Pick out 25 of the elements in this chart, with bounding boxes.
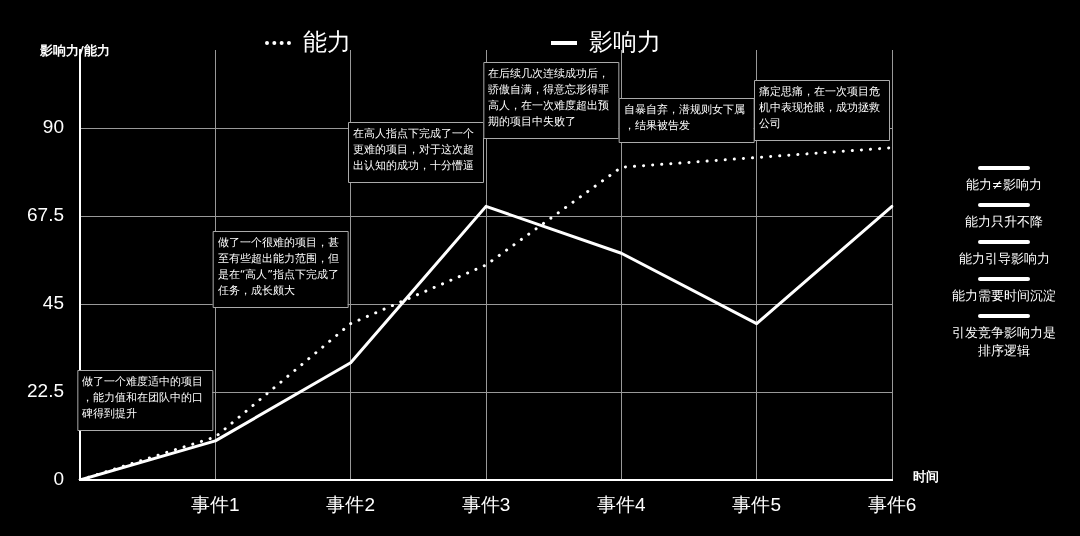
x-tick-label: 事件4 <box>597 493 647 515</box>
x-tick-label: 事件5 <box>732 493 781 515</box>
text: 能力只升不降 <box>964 213 1044 231</box>
x-tick-label: 事件2 <box>326 493 375 515</box>
x-tick-label: 事件1 <box>191 493 240 515</box>
text: 能力引导影响力 <box>957 250 1051 268</box>
text: 能力需要时间沉淀 <box>951 287 1057 305</box>
x-tick-label: 事件6 <box>867 493 917 515</box>
text: 能力≠影响力 <box>965 176 1043 194</box>
x-tick-label: 事件3 <box>461 493 511 515</box>
y-tick-label: 67.5 <box>27 204 64 226</box>
y-tick-label: 0 <box>53 468 64 490</box>
y-tick-label: 90 <box>42 116 64 138</box>
y-tick-label: 22.5 <box>27 380 64 402</box>
annotation: 在后续几次连续成功后，骄傲自满，得意忘形得罪高人，在一次难度超出预期的项目中失败了 <box>488 67 610 129</box>
legend-label: 能力 <box>302 27 351 58</box>
annotation: 自暴自弃，潜规则女下属，结果被告发 <box>623 103 745 133</box>
annotation: 在高人指点下完成了一个更难的项目，对于这次超出认知的成功，十分懵逼 <box>353 127 474 173</box>
annotation: 做了一个很难的项目，甚至有些超出能力范围，但是在“高人”指点下完成了任务，成长颇大 <box>216 236 340 298</box>
text: 引发竞争影响力是排序逻辑 <box>951 324 1057 360</box>
y-tick-label: 45 <box>42 292 64 314</box>
annotation: 做了一个难度适中的项目，能力值和在团队中的口碑得到提升 <box>81 375 204 421</box>
annotation: 痛定思痛，在一次项目危机中表现抢眼，成功拯救公司 <box>759 85 880 131</box>
legend-label: 影响力 <box>588 27 661 58</box>
x-axis-title: 时间 <box>913 468 939 486</box>
